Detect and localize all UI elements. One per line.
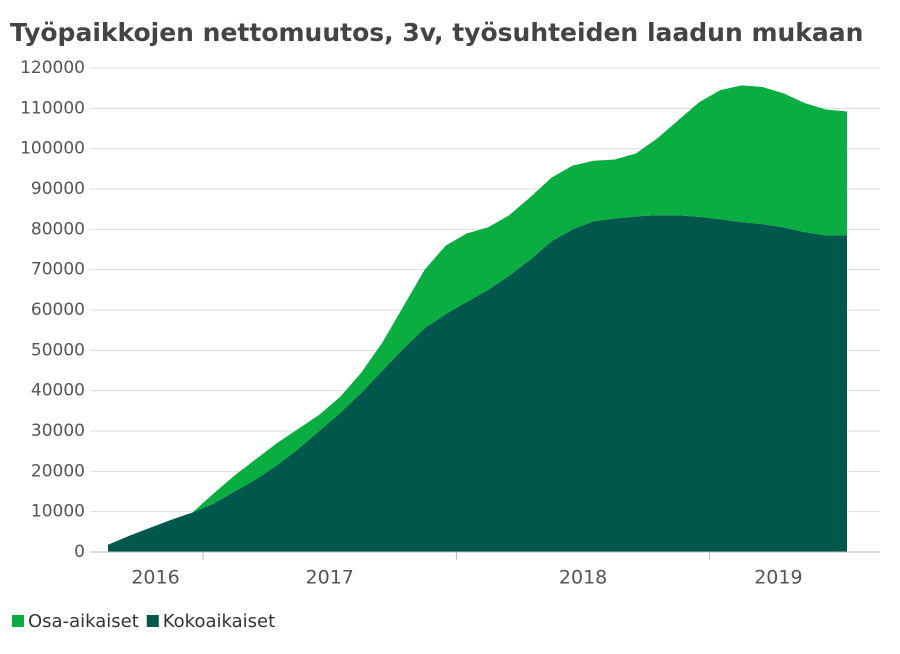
y-tick-label: 80000 [31,219,85,239]
y-tick-label: 50000 [31,340,85,360]
y-tick-label: 100000 [20,139,85,159]
legend-swatch [146,615,159,627]
y-tick-label: 110000 [20,98,85,118]
y-tick-label: 70000 [31,260,85,280]
y-tick-label: 60000 [31,300,85,320]
chart-title: Työpaikkojen nettomuutos, 3v, työsuhteid… [10,18,863,47]
legend-label: Osa-aikaiset [28,611,139,632]
x-tick-label: 2016 [131,567,179,589]
x-tick-label: 2019 [754,567,802,589]
y-tick-label: 90000 [31,179,85,199]
legend-swatch [12,615,24,627]
legend-label: Kokoaikaiset [163,611,275,632]
y-tick-label: 0 [74,542,85,562]
x-tick-label: 2017 [306,567,354,589]
y-tick-label: 20000 [31,461,85,481]
y-tick-label: 40000 [31,381,85,401]
y-tick-label: 10000 [31,502,85,522]
y-tick-label: 30000 [31,421,85,441]
area [108,85,847,545]
area [108,215,847,552]
y-tick-label: 120000 [20,58,85,78]
x-tick-label: 2018 [559,567,607,589]
